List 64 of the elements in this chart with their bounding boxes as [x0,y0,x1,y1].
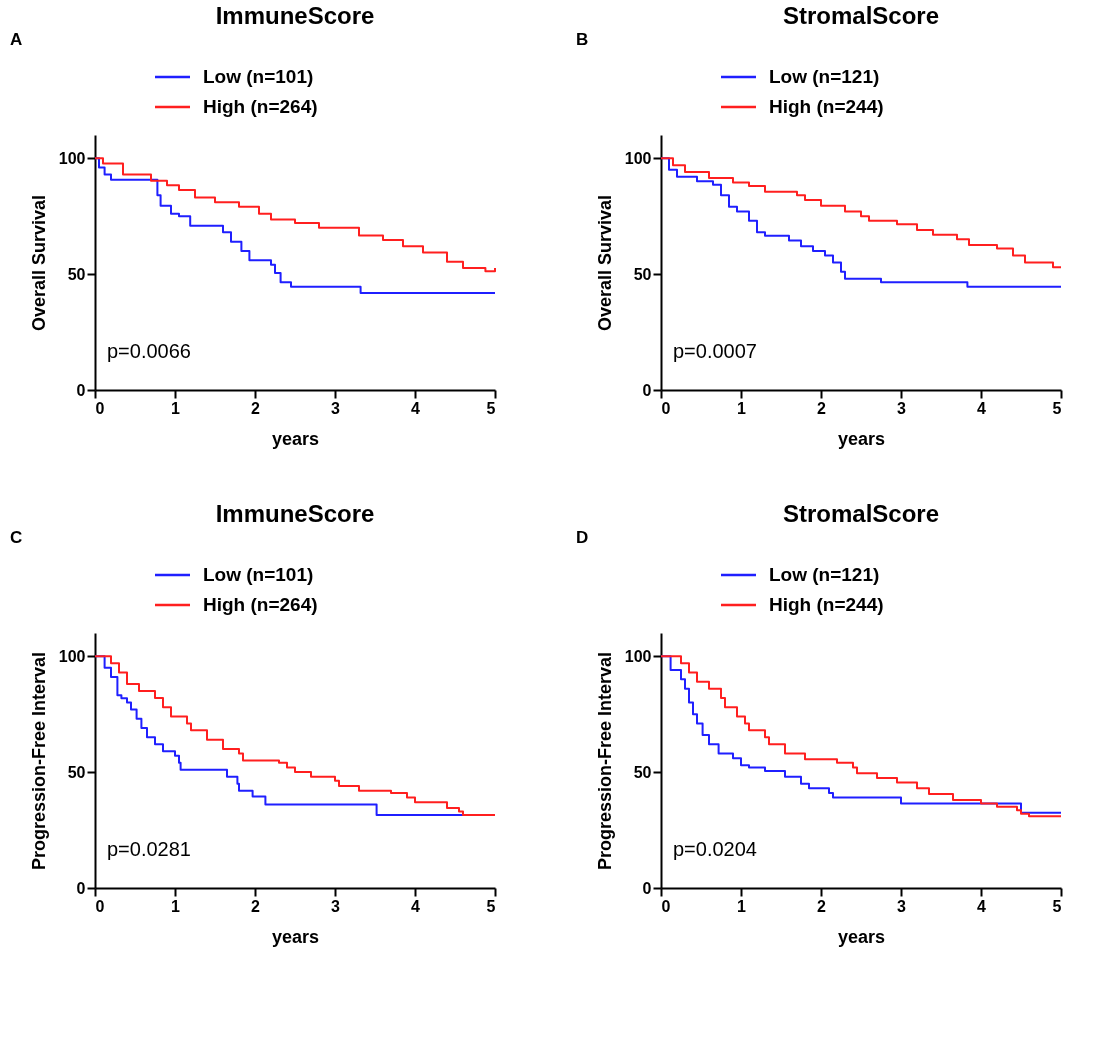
x-axis-title: years [271,926,320,947]
y-axis-title: Overall Survival [28,194,49,332]
x-tick-label: 3 [331,399,341,417]
x-tick-label: 0 [95,897,105,915]
y-tick-label: 0 [642,879,652,897]
x-tick-label: 4 [977,399,987,417]
x-axis-title: years [837,926,886,947]
annotation: p=0.0204 [673,838,757,860]
y-tick-label: 0 [76,381,86,399]
legend-label: High (n=244) [769,96,884,117]
text: C [10,528,23,547]
y-tick-label: 100 [58,647,86,665]
y-axis-title: Overall Survival [594,194,615,332]
x-tick-label: 2 [251,897,261,915]
x-tick-label: 1 [171,897,181,915]
x-tick-label: 0 [661,897,671,915]
x-tick-label: 5 [1052,399,1062,417]
x-tick-label: 5 [486,399,496,417]
y-tick-label: 0 [642,381,652,399]
chart-title: StromalScore [782,2,940,29]
y-tick-label: 100 [624,149,652,167]
y-tick-label: 50 [67,763,86,781]
chart-title: ImmuneScore [215,2,375,29]
y-axis-title: Progression-Free Interval [28,651,49,871]
x-tick-label: 1 [171,399,181,417]
x-tick-label: 3 [331,897,341,915]
x-tick-label: 1 [737,897,747,915]
x-tick-label: 4 [977,897,987,915]
x-tick-label: 3 [897,897,907,915]
x-tick-label: 2 [251,399,261,417]
text: D [576,528,589,547]
y-tick-label: 100 [58,149,86,167]
x-tick-label: 3 [897,399,907,417]
x-tick-label: 4 [411,897,421,915]
y-axis-title: Progression-Free Interval [594,651,615,871]
legend-label: Low (n=101) [203,564,314,585]
text: A [10,30,23,49]
chart-title: StromalScore [782,500,940,527]
chart-title: ImmuneScore [215,500,375,527]
legend-label: Low (n=101) [203,66,314,87]
annotation: p=0.0066 [107,340,191,362]
legend-label: Low (n=121) [769,564,880,585]
x-axis-title: years [271,428,320,449]
legend-label: Low (n=121) [769,66,880,87]
legend-label: High (n=264) [203,96,318,117]
x-axis-title: years [837,428,886,449]
y-tick-label: 50 [633,265,652,283]
x-tick-label: 1 [737,399,747,417]
y-tick-label: 100 [624,647,652,665]
x-tick-label: 5 [486,897,496,915]
x-tick-label: 4 [411,399,421,417]
x-tick-label: 0 [95,399,105,417]
x-tick-label: 0 [661,399,671,417]
legend-label: High (n=264) [203,594,318,615]
annotation: p=0.0281 [107,838,191,860]
y-tick-label: 50 [67,265,86,283]
y-tick-label: 50 [633,763,652,781]
annotation: p=0.0007 [673,340,757,362]
x-tick-label: 2 [817,399,827,417]
y-tick-label: 0 [76,879,86,897]
x-tick-label: 5 [1052,897,1062,915]
text: B [576,30,589,49]
legend-label: High (n=244) [769,594,884,615]
x-tick-label: 2 [817,897,827,915]
